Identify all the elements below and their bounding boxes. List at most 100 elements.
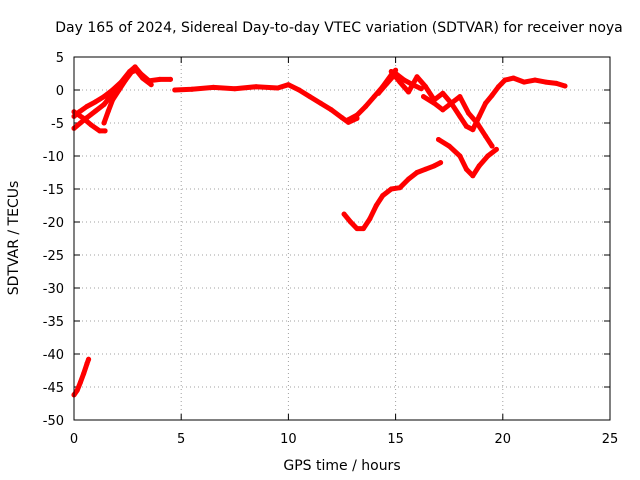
x-tick-label: 0 [70, 432, 78, 447]
data-point [189, 86, 195, 92]
data-point [483, 133, 489, 139]
data-point [232, 86, 238, 92]
data-point [210, 84, 216, 90]
data-point [341, 211, 347, 217]
data-point [446, 143, 452, 149]
data-point [388, 186, 394, 192]
data-point [318, 100, 324, 106]
data-point [401, 77, 407, 83]
grid-layer [74, 57, 610, 420]
data-point [110, 97, 116, 103]
data-series-arc-10 [421, 94, 476, 133]
data-point [457, 113, 463, 119]
data-series-arc-4 [71, 109, 108, 134]
data-point [92, 108, 98, 114]
data-point [388, 69, 394, 74]
data-point [511, 75, 516, 81]
data-point [367, 216, 373, 222]
data-point [157, 76, 163, 82]
data-point [489, 143, 495, 149]
data-point [129, 69, 135, 74]
data-point [384, 80, 390, 86]
data-point [414, 74, 420, 80]
data-point [521, 79, 527, 85]
y-tick-label: 5 [56, 51, 64, 66]
data-point [168, 76, 173, 82]
data-point [105, 108, 111, 114]
data-point [532, 77, 538, 83]
data-point [348, 219, 354, 225]
x-tick-label: 10 [280, 432, 297, 447]
data-point [81, 371, 87, 377]
data-point [102, 128, 108, 134]
y-tick-label: -5 [51, 117, 64, 132]
data-point [375, 90, 381, 96]
data-point [562, 83, 568, 89]
data-point [448, 100, 454, 106]
y-tick-label: -35 [43, 315, 64, 330]
data-point [275, 85, 281, 91]
data-point [101, 102, 107, 107]
data-point [101, 120, 107, 126]
data-point [438, 160, 444, 166]
data-point [489, 92, 495, 98]
data-trace [71, 64, 173, 119]
y-tick-label: -10 [43, 150, 64, 165]
data-point [406, 176, 411, 182]
data-series-arc-12 [436, 137, 499, 179]
data-point [496, 84, 501, 90]
data-point [423, 166, 429, 172]
plot-frame [73, 56, 611, 421]
data-point [421, 94, 426, 100]
data-point [470, 173, 476, 179]
data-point [423, 84, 429, 90]
data-series-arc-5 [101, 69, 135, 126]
data-point [285, 82, 291, 88]
data-point [86, 356, 92, 362]
data-point [397, 79, 403, 85]
data-point [373, 203, 379, 208]
x-axis-label: GPS time / hours [283, 458, 400, 474]
data-point [360, 226, 366, 232]
data-series-arc-11 [470, 75, 568, 133]
y-tick-label: -40 [43, 348, 64, 363]
data-point [406, 89, 411, 95]
data-point [148, 82, 154, 88]
data-point [92, 99, 98, 105]
data-point [140, 75, 146, 81]
data-point [77, 379, 83, 385]
data-point [476, 113, 482, 119]
data-point [543, 79, 549, 85]
data-series-arc-6 [172, 82, 360, 125]
y-tick-label: -50 [43, 414, 64, 429]
tick-layer: 0 5 10 15 20 25 5 0 -5 -10 -15 -20 -25 -30 -35 -40 -45 -5… [43, 51, 619, 447]
data-point [80, 115, 86, 121]
y-tick-label: 0 [56, 84, 64, 99]
data-point [431, 163, 437, 169]
data-layer [71, 64, 568, 398]
data-point [328, 107, 334, 113]
data-point [493, 146, 499, 152]
data-point [431, 100, 437, 106]
data-point [84, 361, 90, 367]
data-point [457, 94, 463, 100]
data-point [436, 137, 441, 142]
data-point [123, 77, 128, 83]
data-point [457, 153, 463, 159]
data-point [502, 77, 508, 83]
data-point [345, 117, 351, 123]
data-point [133, 67, 139, 73]
data-point [97, 128, 103, 134]
data-point [463, 166, 469, 172]
y-tick-label: -15 [43, 183, 64, 198]
data-trace [172, 82, 360, 125]
x-tick-label: 20 [495, 432, 512, 447]
data-point [88, 122, 94, 128]
data-point [483, 100, 489, 106]
data-point [296, 87, 302, 93]
data-series-arc-13 [341, 160, 444, 232]
data-point [74, 387, 80, 393]
data-point [363, 104, 369, 109]
data-point [466, 110, 471, 116]
